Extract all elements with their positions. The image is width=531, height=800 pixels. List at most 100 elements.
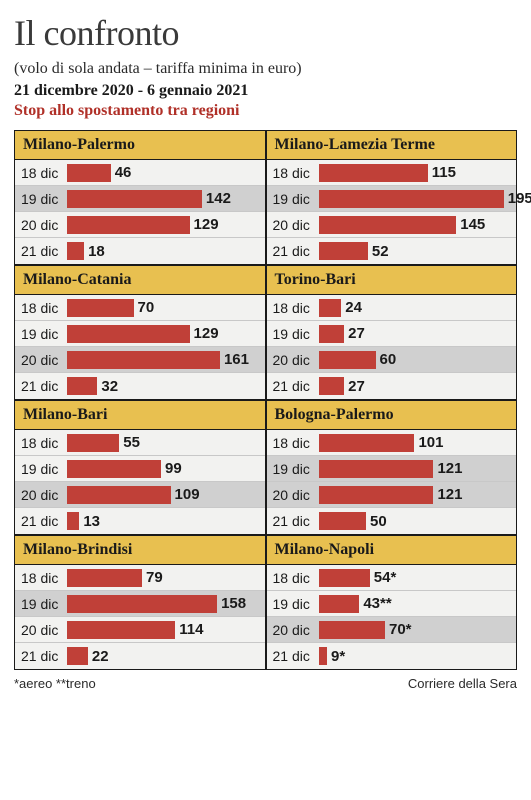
price-row: 19 dic 99 [15,456,265,482]
row-date: 18 dic [15,165,67,181]
route-name: Milano-Napoli [267,536,517,565]
bar-area: 13 [67,508,265,534]
price-bar [319,242,368,260]
route-name: Torino-Bari [267,266,517,295]
row-date: 20 dic [15,352,67,368]
price-value: 27 [348,325,365,342]
row-date: 21 dic [267,378,319,394]
row-date: 19 dic [15,191,67,207]
bar-area: 46 [67,160,265,185]
price-bar [319,325,345,343]
price-row: 20 dic161 [15,347,265,373]
row-date: 18 dic [15,300,67,316]
price-bar [67,216,190,234]
row-date: 21 dic [267,243,319,259]
price-row: 18 dic24 [267,295,517,321]
price-value: 43** [363,595,391,612]
price-row: 18 dic 46 [15,160,265,186]
row-date: 21 dic [15,648,67,664]
row-date: 21 dic [15,513,67,529]
price-value: 46 [115,164,132,181]
price-row: 19 dic 43** [267,591,517,617]
price-value: 18 [88,243,105,260]
row-date: 20 dic [15,487,67,503]
price-bar [319,647,328,665]
row-date: 18 dic [267,165,319,181]
price-bar [67,595,217,613]
price-value: 52 [372,243,389,260]
bar-area: 129 [67,212,265,237]
route-name: Milano-Brindisi [15,536,265,565]
bar-area: 70* [319,617,517,642]
price-value: 121 [437,486,462,503]
route-name: Milano-Catania [15,266,265,295]
footnotes: *aereo **treno Corriere della Sera [14,676,517,691]
price-bar [67,242,84,260]
price-bar [319,216,457,234]
row-date: 18 dic [267,300,319,316]
route-name: Milano-Palermo [15,131,265,160]
date-range: 21 dicembre 2020 - 6 gennaio 2021 [14,82,517,100]
bar-area: 99 [67,456,265,481]
row-date: 19 dic [267,461,319,477]
route-panel: Milano-Catania18 dic7019 dic12920 dic161… [14,265,266,400]
bar-area: 60 [319,347,517,372]
price-row: 19 dic 142 [15,186,265,212]
price-bar [319,460,434,478]
price-value: 32 [101,378,118,395]
row-date: 21 dic [267,648,319,664]
row-date: 20 dic [267,622,319,638]
price-bar [319,377,345,395]
price-bar [67,164,111,182]
price-row: 20 dic121 [267,482,517,508]
price-value: 55 [123,434,140,451]
price-bar [319,190,504,208]
bar-area: 121 [319,456,517,481]
price-value: 70* [389,621,412,638]
price-row: 19 dic129 [15,321,265,347]
price-row: 18 dic 79 [15,565,265,591]
price-value: 22 [92,648,109,665]
route-panel: Milano-Bari18 dic5519 dic9920 dic10921 d… [14,400,266,535]
price-bar [67,325,190,343]
price-row: 19 dic158 [15,591,265,617]
row-date: 18 dic [267,435,319,451]
row-date: 21 dic [267,513,319,529]
price-value: 101 [418,434,443,451]
price-bar [319,621,386,639]
row-date: 20 dic [267,217,319,233]
price-row: 21 dic13 [15,508,265,534]
bar-area: 22 [67,643,265,669]
route-panel: Milano-Lamezia Terme18 dic11519 dic19520… [266,130,518,265]
bar-area: 114 [67,617,265,642]
route-name: Bologna-Palermo [267,401,517,430]
price-bar [67,299,134,317]
price-row: 20 dic114 [15,617,265,643]
price-row: 21 dic 32 [15,373,265,399]
row-date: 19 dic [15,461,67,477]
price-bar [319,164,428,182]
price-value: 54* [374,569,397,586]
price-value: 142 [206,190,231,207]
price-bar [67,569,142,587]
price-row: 20 dic60 [267,347,517,373]
price-row: 18 dic115 [267,160,517,186]
routes-grid: Milano-Palermo18 dic4619 dic14220 dic129… [14,130,517,670]
row-date: 19 dic [15,326,67,342]
row-date: 18 dic [15,570,67,586]
route-name: Milano-Bari [15,401,265,430]
price-row: 18 dic55 [15,430,265,456]
price-row: 18 dic54* [267,565,517,591]
row-date: 21 dic [15,378,67,394]
bar-area: 50 [319,508,517,534]
price-value: 70 [138,299,155,316]
price-bar [67,460,161,478]
route-panel: Milano-Palermo18 dic4619 dic14220 dic129… [14,130,266,265]
price-bar [67,434,119,452]
row-date: 19 dic [267,596,319,612]
bar-area: 161 [67,347,265,372]
bar-area: 158 [67,591,265,616]
price-value: 79 [146,569,163,586]
price-bar [67,486,171,504]
price-value: 99 [165,460,182,477]
